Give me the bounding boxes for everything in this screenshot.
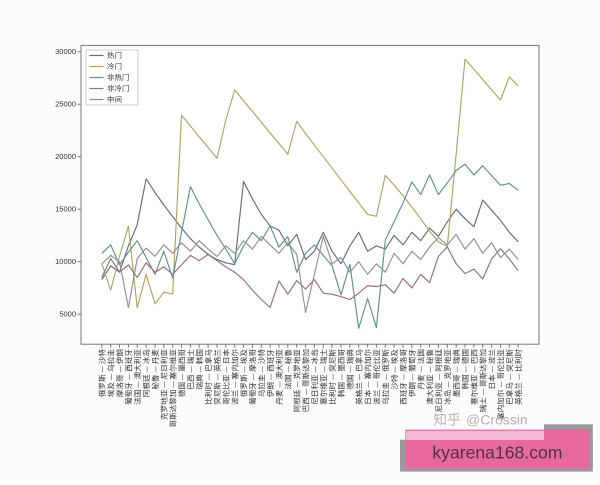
- svg-text:5000: 5000: [59, 310, 76, 319]
- svg-text:@Crossin: @Crossin: [466, 412, 528, 428]
- svg-text:kyarena168.com: kyarena168.com: [432, 443, 562, 463]
- svg-text:20000: 20000: [55, 152, 76, 161]
- svg-text:10000: 10000: [55, 257, 76, 266]
- svg-text:30000: 30000: [55, 47, 76, 56]
- svg-text:15000: 15000: [55, 205, 76, 214]
- svg-text:25000: 25000: [55, 100, 76, 109]
